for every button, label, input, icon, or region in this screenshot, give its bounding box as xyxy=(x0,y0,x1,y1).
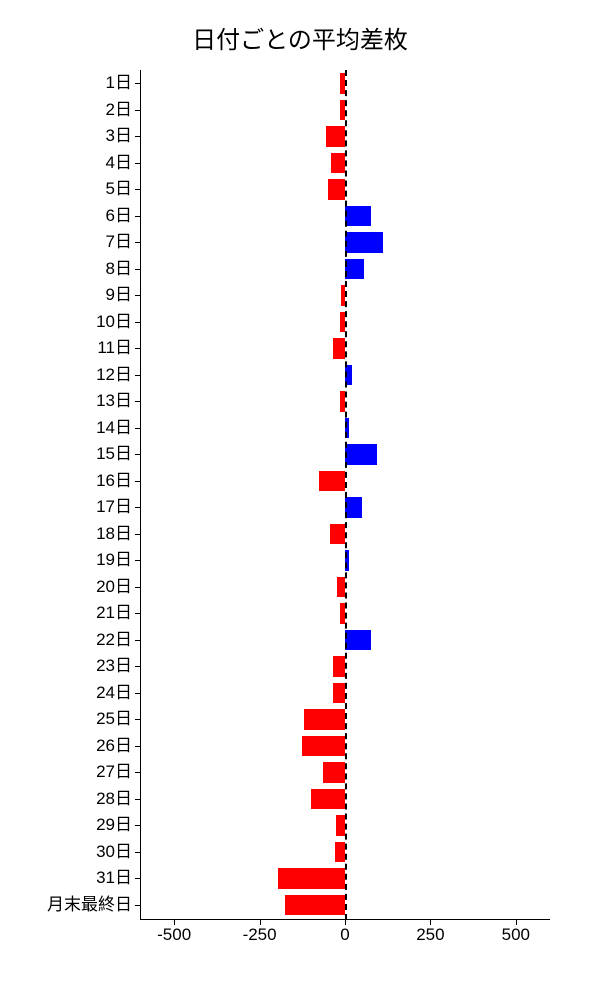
y-axis-label: 28日 xyxy=(96,786,140,813)
chart-container: 日付ごとの平均差枚 1日2日3日4日5日6日7日8日9日10日11日12日13日… xyxy=(0,0,600,1000)
bar xyxy=(337,577,345,598)
bar xyxy=(304,709,345,730)
x-axis-label: -500 xyxy=(157,925,191,945)
bar xyxy=(345,206,371,227)
bar xyxy=(345,497,362,518)
y-axis-label: 25日 xyxy=(96,706,140,733)
bar xyxy=(326,126,345,147)
bar xyxy=(335,842,345,863)
bar xyxy=(333,656,345,677)
bar xyxy=(278,868,345,889)
y-axis-label: 19日 xyxy=(96,547,140,574)
bar xyxy=(336,815,345,836)
y-axis-label: 月末最終日 xyxy=(47,892,140,919)
y-axis-label: 13日 xyxy=(96,388,140,415)
bar xyxy=(333,338,345,359)
y-axis-label: 11日 xyxy=(97,335,140,362)
y-axis-label: 20日 xyxy=(96,574,140,601)
bar xyxy=(323,762,345,783)
bar xyxy=(328,179,345,200)
bar xyxy=(345,630,371,651)
y-axis-label: 30日 xyxy=(96,839,140,866)
y-axis-label: 31日 xyxy=(96,865,140,892)
y-axis-label: 22日 xyxy=(96,627,140,654)
bar xyxy=(285,895,345,916)
y-axis-label: 29日 xyxy=(96,812,140,839)
bar xyxy=(331,153,345,174)
y-axis-line xyxy=(140,70,141,920)
y-axis-label: 17日 xyxy=(96,494,140,521)
y-axis-label: 12日 xyxy=(96,362,140,389)
plot-area: 1日2日3日4日5日6日7日8日9日10日11日12日13日14日15日16日1… xyxy=(140,70,550,940)
x-axis-label: 250 xyxy=(416,925,444,945)
x-axis-label: 0 xyxy=(340,925,349,945)
bar xyxy=(319,471,345,492)
bar xyxy=(345,259,364,280)
y-axis-label: 26日 xyxy=(96,733,140,760)
bar xyxy=(333,683,345,704)
bar xyxy=(345,444,377,465)
y-axis-label: 27日 xyxy=(96,759,140,786)
bar xyxy=(330,524,345,545)
x-axis-label: -250 xyxy=(243,925,277,945)
y-axis-label: 16日 xyxy=(96,468,140,495)
bar xyxy=(345,232,383,253)
x-axis-label: 500 xyxy=(502,925,530,945)
y-axis-label: 10日 xyxy=(96,309,140,336)
y-axis-label: 18日 xyxy=(96,521,140,548)
zero-line xyxy=(345,70,347,920)
bar xyxy=(311,789,345,810)
bar xyxy=(302,736,345,757)
y-axis-label: 23日 xyxy=(96,653,140,680)
y-axis-label: 15日 xyxy=(96,441,140,468)
chart-title: 日付ごとの平均差枚 xyxy=(0,0,600,65)
y-axis-label: 14日 xyxy=(96,415,140,442)
y-axis-label: 21日 xyxy=(96,600,140,627)
y-axis-label: 24日 xyxy=(96,680,140,707)
